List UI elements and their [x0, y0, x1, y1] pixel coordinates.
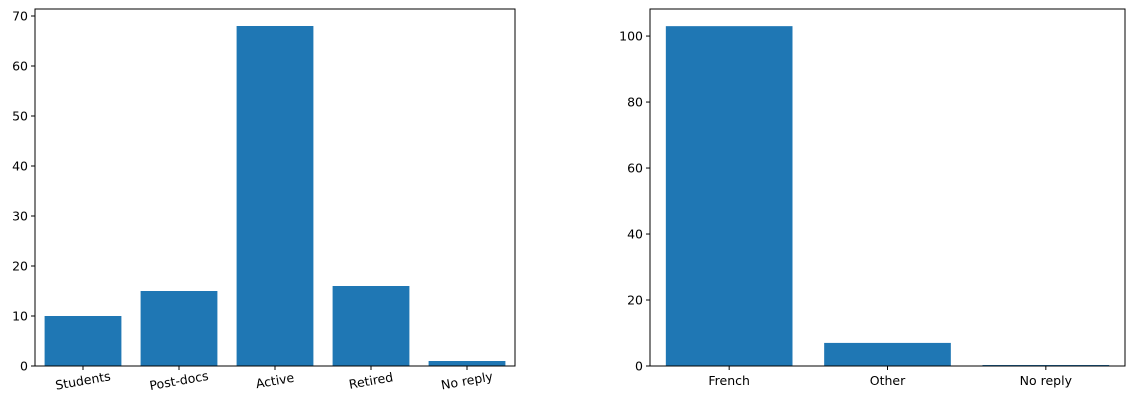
bar-students: [44, 316, 122, 366]
y-tick-label: 10: [12, 309, 28, 324]
x-tick-label-students: Students: [54, 368, 111, 392]
bar-retired: [332, 286, 410, 366]
x-tick-label-french: French: [708, 373, 750, 388]
bar-no-reply: [428, 361, 506, 366]
y-tick-label: 40: [627, 227, 643, 242]
bar-post-docs: [140, 291, 218, 366]
y-tick-label: 100: [619, 29, 643, 44]
y-tick-label: 40: [12, 159, 28, 174]
y-tick-label: 30: [12, 209, 28, 224]
y-tick-label: 70: [12, 9, 28, 24]
bar-other: [824, 342, 951, 366]
y-tick-label: 20: [627, 293, 643, 308]
x-tick-label-no-reply: No reply: [440, 368, 495, 392]
y-tick-label: 80: [627, 95, 643, 110]
left-bar-chart: 0 10 20 30 40 50 60 70 Students Post-docs Active Re…: [12, 8, 516, 393]
y-tick-label: 60: [12, 59, 28, 74]
right-bar-chart: 0 20 40 60 80 100 French Other No reply: [619, 8, 1126, 388]
x-tick-label-retired: Retired: [348, 369, 395, 392]
y-tick-label: 0: [635, 359, 643, 374]
bar-active: [236, 26, 314, 366]
y-tick-label: 20: [12, 259, 28, 274]
x-tick-label-other: Other: [870, 373, 906, 388]
y-tick-label: 50: [12, 109, 28, 124]
x-tick-label-active: Active: [255, 370, 296, 392]
x-tick-label-no-reply: No reply: [1020, 373, 1073, 388]
bar-french: [665, 26, 793, 367]
x-tick-label-post-docs: Post-docs: [148, 368, 209, 393]
y-tick-label: 60: [627, 161, 643, 176]
y-tick-label: 0: [20, 359, 28, 374]
